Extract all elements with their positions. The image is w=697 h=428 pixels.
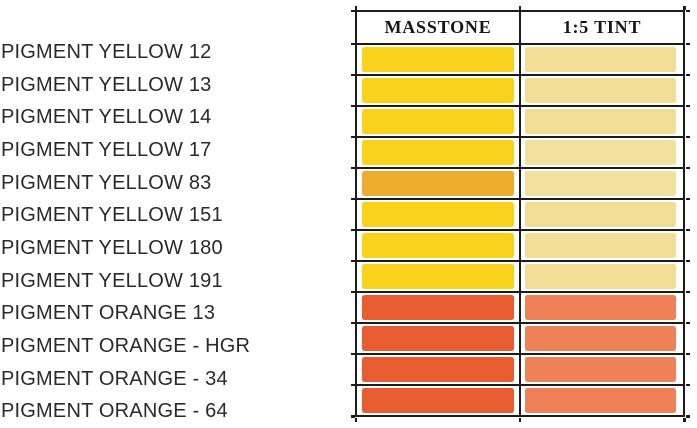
tint-column-header: 1:5 TINT bbox=[519, 12, 683, 43]
tint-cell bbox=[519, 200, 683, 229]
masstone-swatch bbox=[362, 47, 514, 72]
masstone-cell bbox=[357, 45, 519, 74]
border-tick bbox=[685, 415, 690, 418]
border-tick bbox=[350, 415, 355, 418]
tint-cell bbox=[519, 386, 683, 415]
pigment-row bbox=[350, 135, 690, 167]
masstone-swatch bbox=[362, 326, 514, 351]
tint-swatch bbox=[525, 264, 676, 289]
border-tick bbox=[350, 9, 355, 12]
pigment-label: PIGMENT YELLOW 12 bbox=[1, 40, 212, 63]
pigment-label: PIGMENT ORANGE 13 bbox=[1, 302, 216, 325]
tint-cell bbox=[519, 324, 683, 353]
pigment-label: PIGMENT ORANGE - HGR bbox=[1, 335, 251, 358]
masstone-swatch bbox=[362, 264, 514, 289]
masstone-cell bbox=[357, 138, 519, 167]
masstone-cell bbox=[357, 169, 519, 198]
tint-swatch bbox=[525, 47, 676, 72]
masstone-swatch bbox=[362, 171, 514, 196]
color-swatch-table: MASSTONE 1:5 TINT bbox=[350, 5, 690, 422]
pigment-row bbox=[350, 321, 690, 353]
masstone-cell bbox=[357, 355, 519, 384]
border-tick bbox=[354, 5, 357, 10]
border-tick bbox=[683, 417, 686, 422]
pigment-row bbox=[350, 104, 690, 136]
tint-swatch bbox=[525, 202, 676, 227]
masstone-cell bbox=[357, 76, 519, 105]
border-tick bbox=[518, 5, 522, 10]
pigment-label: PIGMENT YELLOW 151 bbox=[1, 204, 223, 227]
pigment-row bbox=[350, 290, 690, 322]
masstone-swatch bbox=[362, 109, 514, 134]
tint-swatch bbox=[525, 357, 676, 382]
border-tick bbox=[518, 417, 522, 422]
masstone-cell bbox=[357, 293, 519, 322]
tint-cell bbox=[519, 169, 683, 198]
pigment-row bbox=[350, 259, 690, 291]
table-header-row: MASSTONE 1:5 TINT bbox=[357, 12, 683, 43]
pigment-label: PIGMENT YELLOW 13 bbox=[1, 73, 212, 96]
border-tick bbox=[683, 5, 686, 10]
masstone-swatch bbox=[362, 78, 514, 103]
masstone-cell bbox=[357, 107, 519, 136]
pigment-label: PIGMENT YELLOW 83 bbox=[1, 171, 212, 194]
pigment-label: PIGMENT YELLOW 191 bbox=[1, 269, 223, 292]
tint-cell bbox=[519, 45, 683, 74]
masstone-cell bbox=[357, 231, 519, 260]
masstone-swatch bbox=[362, 202, 514, 227]
pigment-label: PIGMENT ORANGE - 34 bbox=[1, 367, 228, 390]
tint-swatch bbox=[525, 233, 676, 258]
masstone-column-header: MASSTONE bbox=[384, 17, 492, 37]
pigment-row bbox=[350, 383, 690, 415]
masstone-swatch bbox=[362, 233, 514, 258]
tint-swatch bbox=[525, 78, 676, 103]
masstone-swatch bbox=[362, 140, 514, 165]
pigment-row bbox=[350, 73, 690, 105]
pigment-label: PIGMENT ORANGE - 64 bbox=[1, 400, 228, 423]
tint-cell bbox=[519, 138, 683, 167]
pigment-row bbox=[350, 228, 690, 260]
pigment-label: PIGMENT YELLOW 17 bbox=[1, 138, 212, 161]
tint-swatch bbox=[525, 109, 676, 134]
masstone-cell bbox=[357, 324, 519, 353]
tint-swatch bbox=[525, 295, 676, 320]
tint-swatch bbox=[525, 140, 676, 165]
pigment-row bbox=[350, 166, 690, 198]
masstone-swatch bbox=[362, 295, 514, 320]
border-tick bbox=[685, 9, 690, 12]
pigment-label: PIGMENT YELLOW 14 bbox=[1, 106, 212, 129]
tint-cell bbox=[519, 107, 683, 136]
tint-swatch bbox=[525, 171, 676, 196]
pigment-label-column: PIGMENT YELLOW 12 PIGMENT YELLOW 13 PIGMEN… bbox=[1, 36, 250, 428]
masstone-swatch bbox=[362, 357, 514, 382]
tint-cell bbox=[519, 355, 683, 384]
tint-swatch bbox=[525, 388, 676, 413]
masstone-swatch bbox=[362, 388, 514, 413]
border-tick bbox=[354, 417, 357, 422]
pigment-label: PIGMENT YELLOW 180 bbox=[1, 236, 223, 259]
tint-cell bbox=[519, 293, 683, 322]
pigment-row bbox=[350, 352, 690, 384]
pigment-row bbox=[350, 197, 690, 229]
tint-cell bbox=[519, 231, 683, 260]
masstone-cell bbox=[357, 262, 519, 291]
pigment-row bbox=[350, 42, 690, 74]
tint-swatch bbox=[525, 326, 676, 351]
masstone-cell bbox=[357, 386, 519, 415]
masstone-cell bbox=[357, 200, 519, 229]
tint-cell bbox=[519, 262, 683, 291]
tint-cell bbox=[519, 76, 683, 105]
table-body bbox=[350, 42, 690, 415]
